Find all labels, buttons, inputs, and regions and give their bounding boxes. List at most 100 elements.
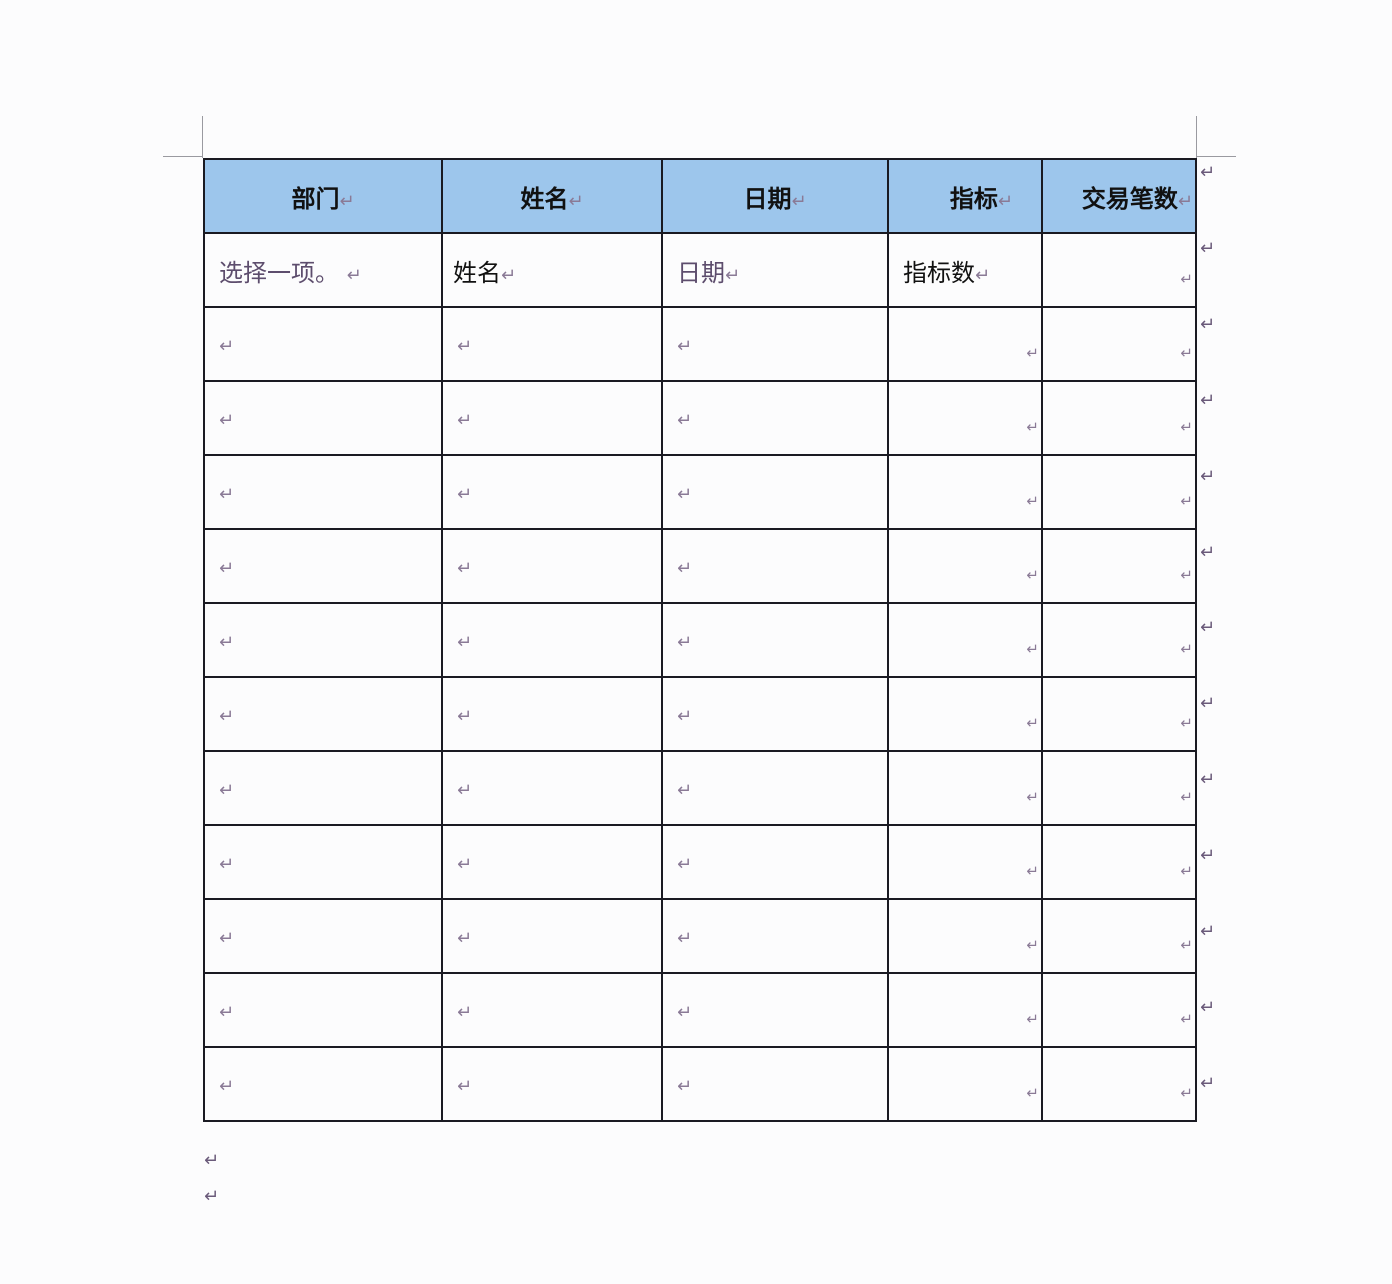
table-cell[interactable]: ↵ [661,676,889,752]
table-cell[interactable]: ↵ [203,380,443,456]
crop-mark-top-left-v [202,116,203,158]
table-cell[interactable]: ↵ [1041,972,1197,1048]
department-dropdown[interactable]: 选择一项。 ↵ [203,232,443,308]
table-cell[interactable]: ↵ [203,306,443,382]
table-cell[interactable]: ↵ [203,898,443,974]
table-cell[interactable]: ↵ [1041,676,1197,752]
table-cell[interactable]: ↵ [887,602,1043,678]
table-cell[interactable]: ↵ [1041,824,1197,900]
table-cell[interactable]: ↵ [661,750,889,826]
table-cell[interactable]: ↵ [441,454,663,530]
name-cell[interactable]: 姓名↵ [441,232,663,308]
end-of-row-mark: ↵ [1200,845,1216,867]
table-cell[interactable]: ↵ [661,528,889,604]
table-cell[interactable]: ↵ [441,972,663,1048]
table-cell[interactable]: ↵ [441,898,663,974]
table-row: ↵ ↵ ↵ ↵ ↵ [203,676,1197,752]
table-cell[interactable]: ↵ [203,528,443,604]
table-cell[interactable]: ↵ [203,676,443,752]
paragraph-mark: ↵ [457,1076,473,1097]
table-cell[interactable]: ↵ [887,528,1043,604]
paragraph-mark: ↵ [339,190,355,212]
header-name[interactable]: 姓名↵ [441,158,663,234]
table-cell[interactable]: ↵ [1041,528,1197,604]
table-cell[interactable]: ↵ [441,824,663,900]
paragraph-mark: ↵ [1026,714,1039,732]
paragraph-mark: ↵ [677,780,693,801]
paragraph-mark: ↵ [677,1002,693,1023]
paragraph-mark: ↵ [219,706,235,727]
crop-mark-top-right-h [1196,156,1236,157]
paragraph-mark: ↵ [677,1076,693,1097]
paragraph-mark: ↵ [457,484,473,505]
paragraph-mark: ↵ [204,1186,220,1207]
table-cell[interactable]: ↵ [441,1046,663,1122]
table-cell[interactable]: ↵ [887,972,1043,1048]
table-cell[interactable]: ↵ [1041,1046,1197,1122]
header-department[interactable]: 部门↵ [203,158,443,234]
table-cell[interactable]: ↵ [441,380,663,456]
transactions-cell[interactable]: ↵ [1041,232,1197,308]
date-cell[interactable]: 日期↵ [661,232,889,308]
paragraph-mark: ↵ [997,190,1013,212]
metric-cell[interactable]: 指标数↵ [887,232,1043,308]
header-metric[interactable]: 指标↵ [887,158,1043,234]
table-cell[interactable]: ↵ [203,1046,443,1122]
paragraph-mark: ↵ [219,336,235,357]
table-cell[interactable]: ↵ [1041,306,1197,382]
paragraph-mark: ↵ [457,336,473,357]
table-cell[interactable]: ↵ [441,306,663,382]
table-cell[interactable]: ↵ [203,972,443,1048]
paragraph-mark: ↵ [219,1076,235,1097]
end-of-row-mark: ↵ [1200,1072,1216,1094]
table-cell[interactable]: ↵ [661,380,889,456]
end-of-row-mark: ↵ [1200,769,1216,791]
table-cell[interactable]: ↵ [887,898,1043,974]
table-cell[interactable]: ↵ [661,972,889,1048]
header-row: 部门↵ 姓名↵ 日期↵ 指标↵ 交易笔数↵ [203,158,1197,234]
paragraph-mark: ↵ [1026,492,1039,510]
table-cell[interactable]: ↵ [661,602,889,678]
paragraph-mark: ↵ [457,1002,473,1023]
table-cell[interactable]: ↵ [887,824,1043,900]
paragraph-mark: ↵ [1026,1084,1039,1102]
department-placeholder: 选择一项。 [219,258,339,287]
table-cell[interactable]: ↵ [1041,898,1197,974]
table-cell[interactable]: ↵ [441,528,663,604]
table-row: ↵ ↵ ↵ ↵ ↵ [203,972,1197,1048]
table-cell[interactable]: ↵ [661,454,889,530]
paragraph-mark: ↵ [1180,1084,1193,1102]
table-row: ↵ ↵ ↵ ↵ ↵ [203,380,1197,456]
table-cell[interactable]: ↵ [203,602,443,678]
table-cell[interactable]: ↵ [887,676,1043,752]
header-date[interactable]: 日期↵ [661,158,889,234]
table-cell[interactable]: ↵ [661,898,889,974]
table-cell[interactable]: ↵ [1041,380,1197,456]
table-cell[interactable]: ↵ [203,454,443,530]
paragraph-mark: ↵ [677,632,693,653]
table-cell[interactable]: ↵ [203,750,443,826]
table-cell[interactable]: ↵ [1041,454,1197,530]
table-cell[interactable]: ↵ [441,676,663,752]
table-cell[interactable]: ↵ [441,750,663,826]
table-cell[interactable]: ↵ [887,750,1043,826]
paragraph-mark: ↵ [219,1002,235,1023]
table-cell[interactable]: ↵ [203,824,443,900]
table-cell[interactable]: ↵ [887,1046,1043,1122]
table-cell[interactable]: ↵ [1041,750,1197,826]
table-cell[interactable]: ↵ [887,306,1043,382]
paragraph-mark: ↵ [204,1150,220,1171]
crop-mark-top-right-v [1196,116,1197,158]
paragraph-mark: ↵ [568,190,584,212]
data-table: 部门↵ 姓名↵ 日期↵ 指标↵ 交易笔数↵ 选择一项。 ↵ 姓名↵ 日期↵ 指标… [203,158,1197,1122]
header-transactions[interactable]: 交易笔数↵ [1041,158,1197,234]
table-cell[interactable]: ↵ [887,454,1043,530]
end-of-row-mark: ↵ [1200,465,1216,487]
table-cell[interactable]: ↵ [661,824,889,900]
table-cell[interactable]: ↵ [661,306,889,382]
table-cell[interactable]: ↵ [887,380,1043,456]
end-of-row-mark: ↵ [1200,162,1216,183]
table-cell[interactable]: ↵ [1041,602,1197,678]
table-cell[interactable]: ↵ [441,602,663,678]
table-cell[interactable]: ↵ [661,1046,889,1122]
